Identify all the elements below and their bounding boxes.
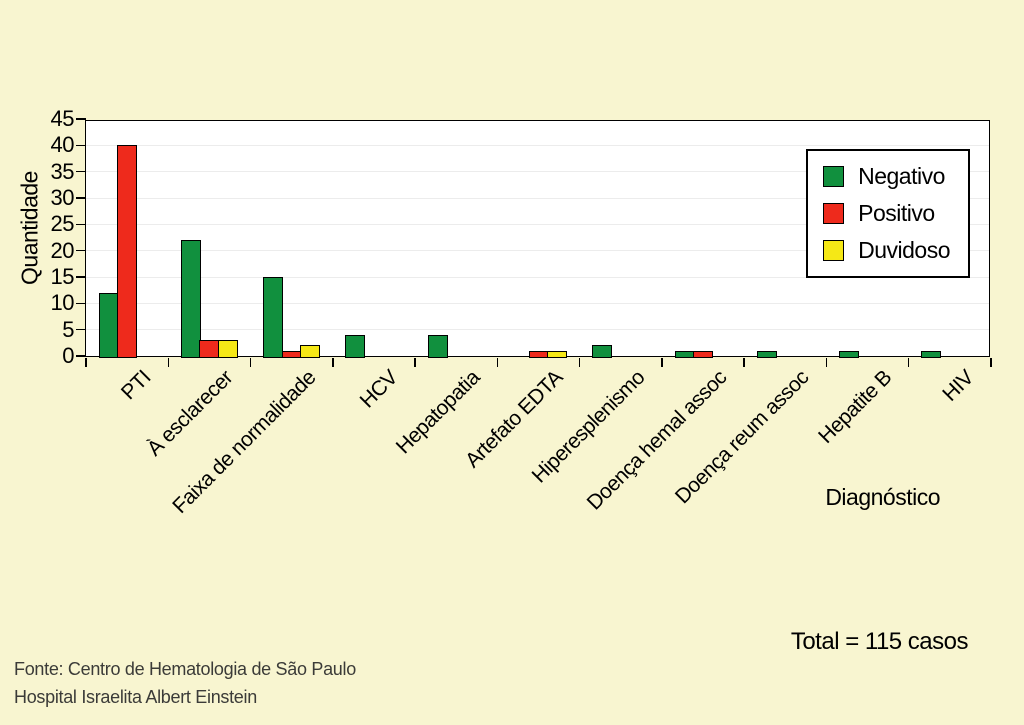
x-axis-tick — [743, 358, 745, 367]
total-annotation: Total = 115 casos — [790, 628, 969, 655]
y-tick-label: 5 — [62, 316, 74, 342]
bar-duvidoso-2 — [217, 340, 238, 358]
x-axis-tick — [85, 358, 87, 367]
y-axis-tick — [76, 197, 86, 199]
y-tick-label: 0 — [62, 343, 74, 368]
y-axis-tick — [76, 223, 86, 226]
y-axis-tick — [76, 118, 86, 120]
y-axis-tick — [76, 276, 86, 278]
y-tick-label: 20 — [50, 237, 75, 263]
x-tick-label: HIV — [938, 366, 979, 406]
bar-negativo-2 — [180, 240, 201, 358]
legend-swatch-negativo — [823, 166, 845, 187]
x-axis-tick — [496, 358, 499, 367]
bar-duvidoso-6 — [547, 350, 567, 358]
gridline — [86, 144, 989, 146]
bar-positivo-3 — [281, 350, 302, 358]
gridline — [86, 223, 989, 225]
y-tick-label: 45 — [50, 106, 75, 131]
bar-positivo-8 — [693, 350, 714, 358]
x-axis-tick — [661, 358, 663, 367]
bar-positivo-2 — [199, 340, 220, 358]
y-tick-label: 25 — [50, 211, 75, 237]
legend-item-negativo: Negativo — [823, 163, 950, 190]
bar-negativo-11 — [921, 350, 942, 358]
x-axis-tick — [990, 358, 992, 367]
source-note: Fonte: Centro de Hematologia de São Paul… — [14, 655, 356, 711]
bar-negativo-9 — [756, 350, 777, 358]
source-line-2: Hospital Israelita Albert Einstein — [14, 687, 257, 707]
x-tick-label: Faixa de normalidade — [167, 366, 320, 518]
y-axis-tick — [76, 355, 86, 357]
gridline — [86, 171, 989, 173]
y-axis-tick — [76, 328, 86, 331]
x-axis-tick — [825, 358, 828, 367]
gridline — [86, 302, 989, 304]
gridline — [86, 329, 989, 331]
x-axis-tick — [332, 358, 334, 367]
gridline — [86, 250, 989, 252]
x-axis-tick — [414, 358, 416, 367]
bar-positivo-6 — [528, 350, 549, 358]
legend-item-duvidoso: Duvidoso — [823, 237, 950, 264]
x-axis-tick — [167, 358, 170, 367]
y-tick-label: 35 — [50, 158, 75, 184]
plot-area: Negativo Positivo Duvidoso 0 5 10 15 20 25 30 35 4… — [51, 108, 992, 367]
x-axis-tick — [578, 358, 581, 367]
legend: Negativo Positivo Duvidoso — [806, 149, 970, 278]
gridline — [86, 197, 989, 199]
y-tick-label: 15 — [50, 264, 75, 289]
bar-negativo-3 — [263, 277, 284, 358]
legend-item-positivo: Positivo — [823, 200, 950, 227]
bar-negativo-4 — [345, 334, 366, 358]
bar-positivo-1 — [117, 145, 138, 358]
y-tick-label: 10 — [50, 290, 75, 316]
legend-label: Positivo — [858, 200, 935, 226]
x-axis-tick — [907, 358, 910, 367]
bar-negativo-7 — [592, 345, 613, 358]
x-tick-label: HCV — [355, 366, 403, 413]
x-tick-label: Hepatite B — [813, 366, 896, 449]
x-tick-label: Doença hemal assoc — [582, 366, 732, 515]
source-line-1: Fonte: Centro de Hematologia de São Paul… — [14, 659, 356, 679]
y-axis-tick — [76, 170, 86, 173]
y-axis-tick — [76, 144, 86, 147]
y-axis-tick — [76, 302, 86, 305]
y-axis-tick — [76, 249, 86, 252]
x-axis-title: Diagnóstico — [825, 484, 940, 510]
y-tick-label: 40 — [50, 132, 75, 158]
bar-negativo-1 — [98, 292, 119, 358]
x-tick-label: PTI — [117, 366, 156, 405]
legend-swatch-duvidoso — [823, 240, 845, 261]
legend-label: Duvidoso — [858, 237, 950, 263]
bar-negativo-5 — [427, 334, 448, 358]
legend-label: Negativo — [858, 163, 945, 189]
y-tick-label: 30 — [50, 185, 75, 210]
legend-swatch-positivo — [823, 203, 845, 224]
gridline — [86, 276, 989, 278]
bar-negativo-10 — [839, 350, 860, 358]
bar-duvidoso-3 — [300, 345, 321, 358]
x-axis-tick — [249, 358, 252, 367]
bar-negativo-8 — [674, 350, 695, 358]
